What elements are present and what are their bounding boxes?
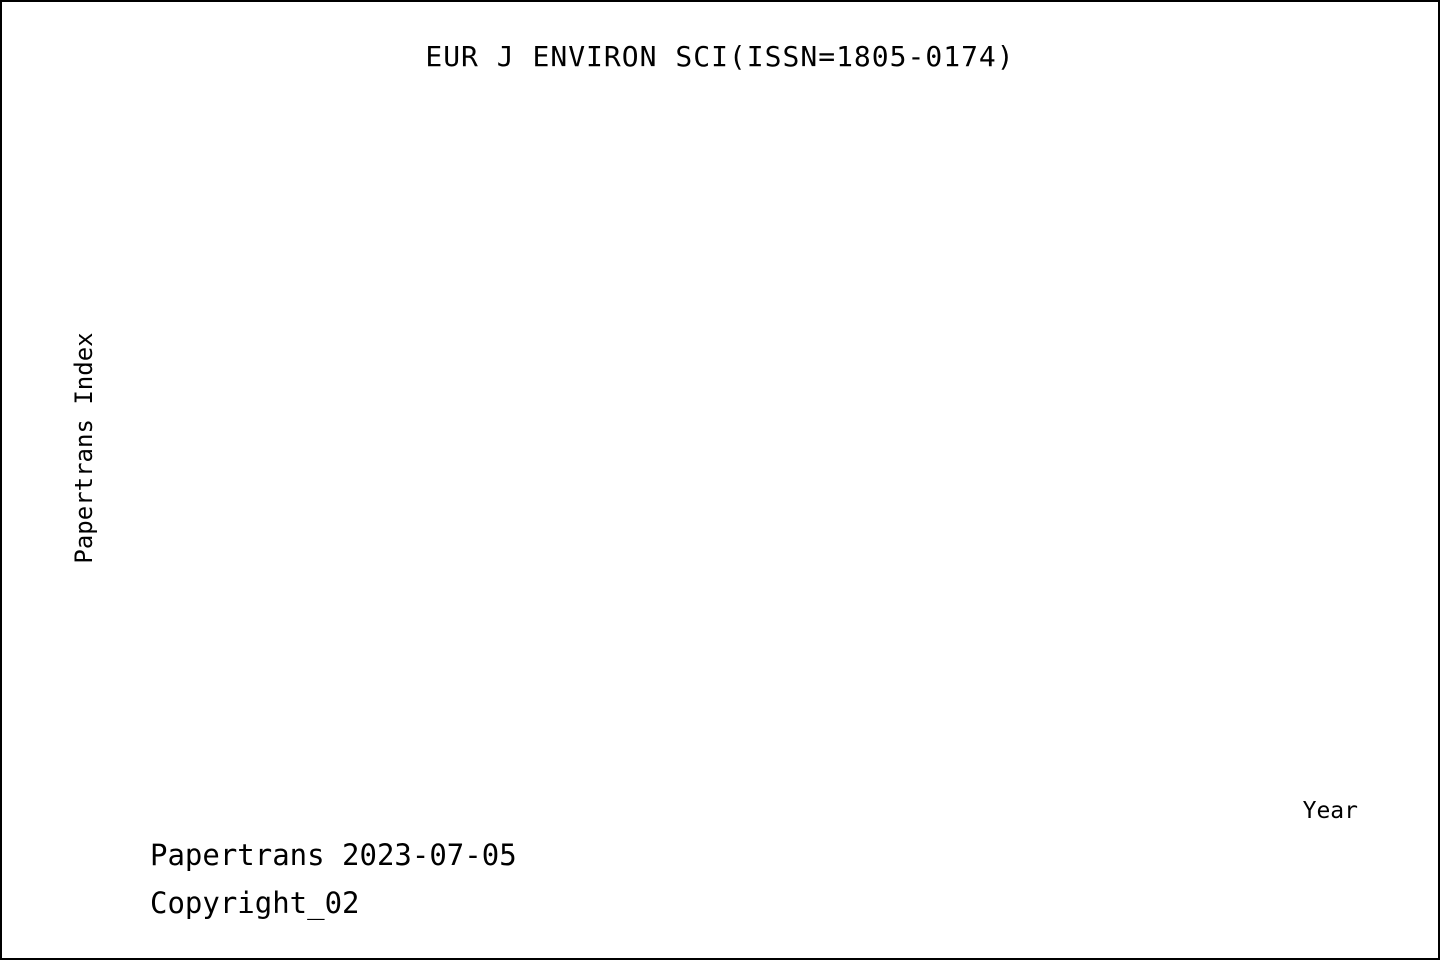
chart-title: EUR J ENVIRON SCI(ISSN=1805-0174) [425,40,1015,73]
y-axis-label: Papertrans Index [70,332,98,564]
footer-copyright: Copyright_02 [150,886,360,920]
footer-watermark: Papertrans 2023-07-05 [150,838,517,872]
x-axis-label: Year [1302,798,1358,824]
line-chart-canvas [2,2,1440,832]
